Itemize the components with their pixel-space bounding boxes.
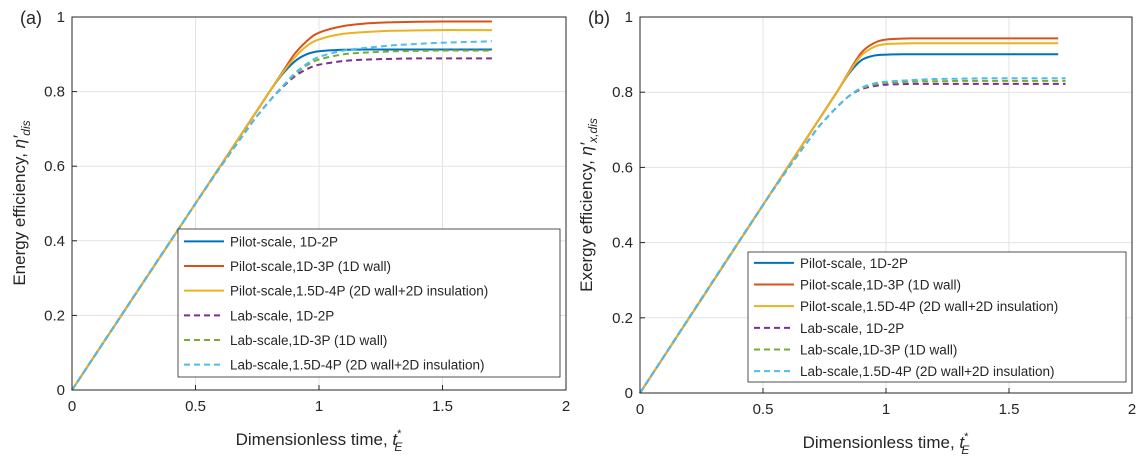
x-tick-label: 0.5 — [185, 398, 206, 415]
series-line — [639, 42, 1059, 394]
legend-label: Pilot-scale, 1D-2P — [230, 234, 338, 249]
x-tick-label: 0 — [68, 398, 76, 415]
y-axis-label: Energy efficiency, η′dis — [10, 120, 33, 285]
y-tick-label: 0 — [57, 382, 65, 399]
legend-label: Pilot-scale,1D-3P (1D wall) — [800, 278, 961, 293]
legend-label: Pilot-scale,1D-3P (1D wall) — [230, 259, 391, 274]
legend-label: Lab-scale, 1D-2P — [230, 308, 334, 323]
panel-label: (b) — [588, 8, 610, 28]
y-tick-label: 0.6 — [612, 159, 633, 176]
legend-box — [177, 228, 561, 378]
x-tick-label: 1 — [315, 398, 323, 415]
legend-label: Pilot-scale,1.5D-4P (2D wall+2D insulati… — [230, 284, 488, 299]
x-tick-label: 0 — [636, 401, 644, 418]
panel-label: (a) — [20, 8, 42, 28]
y-tick-label: 0.8 — [44, 84, 65, 101]
x-ticks: 0 0.5 1 1.5 2 — [636, 388, 1136, 418]
x-tick-label: 2 — [1128, 401, 1136, 418]
y-tick-label: 0.4 — [612, 235, 633, 252]
legend-box — [747, 251, 1127, 383]
legend-label: Lab-scale, 1D-2P — [800, 321, 904, 336]
series-line — [71, 29, 492, 391]
x-axis-label: Dimensionless time, t* E — [803, 431, 971, 457]
legend: Pilot-scale, 1D-2P Pilot-scale,1D-3P (1D … — [177, 228, 561, 378]
y-tick-label: 0.4 — [44, 233, 65, 250]
y-tick-label: 0.2 — [44, 307, 65, 324]
x-tick-label: 1.5 — [432, 398, 453, 415]
y-tick-label: 0 — [625, 385, 633, 402]
chart-panel-a: 0 0.5 1 1.5 2 0 0.2 0.4 0.6 0.8 1 (a) Dimensionle… — [10, 8, 570, 454]
y-axis-label: Exergy efficiency, η′x,dis — [577, 118, 600, 292]
legend-label: Lab-scale,1.5D-4P (2D wall+2D insulation… — [230, 358, 485, 373]
y-ticks: 0 0.2 0.4 0.6 0.8 1 — [612, 9, 645, 402]
y-tick-label: 0.6 — [44, 158, 65, 175]
series-layer — [71, 20, 492, 391]
legend: Pilot-scale, 1D-2P Pilot-scale,1D-3P (1D … — [747, 251, 1127, 383]
series-layer — [639, 37, 1066, 394]
x-ticks: 0 0.5 1 1.5 2 — [68, 385, 570, 415]
y-tick-label: 0.8 — [612, 84, 633, 101]
x-axis-label: Dimensionless time, t* E — [236, 428, 404, 454]
x-tick-label: 2 — [562, 398, 570, 415]
x-tick-label: 1.5 — [999, 401, 1020, 418]
legend-label: Lab-scale,1D-3P (1D wall) — [800, 343, 957, 358]
y-tick-label: 1 — [625, 9, 633, 26]
legend-label: Lab-scale,1.5D-4P (2D wall+2D insulation… — [800, 364, 1055, 379]
y-tick-label: 1 — [57, 9, 65, 26]
x-tick-label: 1 — [882, 401, 890, 418]
y-tick-label: 0.2 — [612, 310, 633, 327]
legend-label: Lab-scale,1D-3P (1D wall) — [230, 333, 387, 348]
chart-panel-b: 0 0.5 1 1.5 2 0 0.2 0.4 0.6 0.8 1 (b) Dimensionle… — [577, 8, 1136, 457]
x-tick-label: 0.5 — [753, 401, 774, 418]
legend-label: Pilot-scale,1.5D-4P (2D wall+2D insulati… — [800, 299, 1058, 314]
series-line — [71, 40, 492, 391]
legend-label: Pilot-scale, 1D-2P — [800, 256, 908, 271]
y-ticks: 0 0.2 0.4 0.6 0.8 1 — [44, 9, 77, 399]
